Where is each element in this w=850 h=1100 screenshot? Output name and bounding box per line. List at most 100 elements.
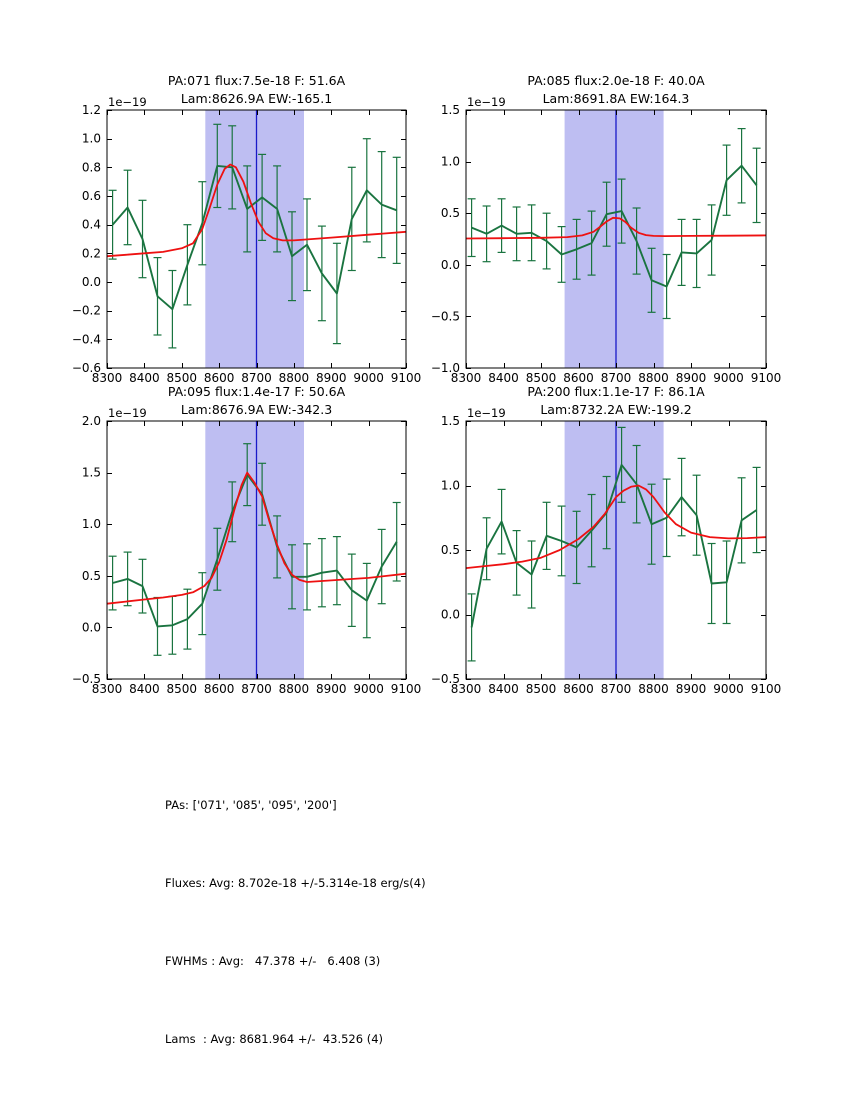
subplot-4-title-line2: Lam:8732.2A EW:-199.2	[540, 402, 692, 417]
x-tick-label: 8500	[167, 682, 198, 696]
x-tick-label: 9100	[751, 371, 782, 385]
x-tick-label: 8900	[676, 371, 707, 385]
x-tick-label: 8700	[241, 682, 272, 696]
subplot-3-title: PA:095 flux:1.4e-17 F: 50.6A Lam:8676.9A…	[107, 383, 406, 419]
x-tick-label: 8400	[488, 371, 519, 385]
x-tick-label: 8400	[129, 682, 160, 696]
y-tick-label: 1.0	[82, 517, 101, 531]
y-tick-label: −0.5	[72, 672, 101, 686]
x-tick-label: 8300	[92, 682, 123, 696]
fit-curve	[106, 471, 407, 605]
subplot-4-offset-label: 1e−19	[467, 406, 506, 420]
y-tick-label: 2.0	[82, 414, 101, 428]
y-tick-label: 0.0	[441, 608, 460, 622]
y-tick-labels: −1.0 −0.5 0.0 0.5 1.0 1.5	[431, 103, 460, 375]
spectrum-line	[111, 164, 398, 311]
y-tick-label: 0.4	[82, 218, 101, 232]
y-tick-label: 0.2	[82, 246, 101, 260]
subplot-1-title-line2: Lam:8626.9A EW:-165.1	[180, 91, 333, 106]
x-tick-labels: 8300 8400 8500 8600 8700 8800 8900 9000 9100	[451, 682, 782, 696]
x-tick-label: 8500	[167, 371, 198, 385]
highlight-band	[205, 421, 304, 679]
y-tick-label: 0.0	[82, 275, 101, 289]
x-tick-label: 8600	[204, 371, 235, 385]
x-tick-label: 8800	[279, 682, 310, 696]
x-tick-label: 8600	[563, 682, 594, 696]
subplot-4-title-line1: PA:200 flux:1.1e-17 F: 86.1A	[527, 384, 705, 399]
y-tick-labels: −0.6 −0.4 −0.2 0.0 0.2 0.4 0.6 0.8 1.0 1.2	[72, 103, 101, 375]
x-tick-label: 8400	[129, 371, 160, 385]
x-tick-label: 8700	[601, 371, 632, 385]
x-tick-label: 8300	[451, 371, 482, 385]
highlight-band	[564, 110, 664, 368]
highlight-band	[564, 421, 664, 679]
y-tick-label: 0.5	[82, 569, 101, 583]
x-tick-label: 8900	[316, 371, 347, 385]
subplot-1-title-line1: PA:071 flux:7.5e-18 F: 51.6A	[167, 73, 346, 88]
y-tick-label: 0.8	[82, 160, 101, 174]
x-tick-label: 9000	[353, 371, 384, 385]
summary-line-lams: Lams : Avg: 8681.964 +/- 43.526 (4)	[165, 1032, 384, 1046]
subplot-2-axes: 8300 8400 8500 8600 8700 8800 8900 9000 9100 −1.0…	[431, 103, 781, 385]
x-tick-label: 8800	[638, 371, 669, 385]
x-tick-label: 8600	[563, 371, 594, 385]
y-tick-label: 0.0	[82, 620, 101, 634]
axes-frame	[106, 420, 407, 680]
axis-ticks	[466, 421, 767, 680]
fit-curve	[465, 484, 767, 569]
y-tick-label: 1.5	[441, 414, 460, 428]
x-tick-label: 8900	[676, 682, 707, 696]
fit-summary: PAs: ['071', '085', '095', '200'] Fluxes…	[165, 740, 426, 1100]
summary-line-fwhms: FWHMs : Avg: 47.378 +/- 6.408 (3)	[165, 954, 381, 968]
subplot-3-title-line1: PA:095 flux:1.4e-17 F: 50.6A	[167, 384, 346, 399]
highlight-band	[205, 110, 304, 368]
x-tick-label: 9100	[391, 682, 422, 696]
spectrum-line	[470, 463, 758, 628]
x-tick-label: 8300	[451, 682, 482, 696]
x-tick-label: 9100	[391, 371, 422, 385]
y-tick-label: 0.6	[82, 189, 101, 203]
subplot-2-title-line2: Lam:8691.8A EW:164.3	[542, 91, 690, 106]
fit-curve	[106, 163, 407, 258]
x-tick-labels: 8300 8400 8500 8600 8700 8800 8900 9000 9100	[451, 371, 782, 385]
axis-ticks	[107, 421, 407, 680]
y-tick-labels: −0.5 0.0 0.5 1.0 1.5	[431, 414, 460, 686]
y-tick-label: 1.5	[441, 103, 460, 117]
axes-frame	[106, 109, 407, 369]
subplot-2-title-line1: PA:085 flux:2.0e-18 F: 40.0A	[527, 73, 705, 88]
y-tick-label: 0.5	[441, 206, 460, 220]
subplot-1-axes: 8300 8400 8500 8600 8700 8800 8900 9000 9100 −0.6…	[72, 103, 421, 385]
y-tick-label: 1.5	[82, 466, 101, 480]
x-tick-label: 9000	[353, 682, 384, 696]
fit-curve	[465, 216, 767, 240]
x-tick-labels: 8300 8400 8500 8600 8700 8800 8900 9000 9100	[92, 682, 422, 696]
subplot-1-title: PA:071 flux:7.5e-18 F: 51.6A Lam:8626.9A…	[107, 72, 406, 108]
summary-line-fluxes: Fluxes: Avg: 8.702e-18 +/-5.314e-18 erg/…	[165, 876, 426, 890]
y-tick-labels: −0.5 0.0 0.5 1.0 1.5 2.0	[72, 414, 101, 686]
x-tick-label: 8900	[316, 682, 347, 696]
x-tick-label: 8300	[92, 371, 123, 385]
subplot-1-offset-label: 1e−19	[108, 95, 147, 109]
x-tick-label: 8600	[204, 682, 235, 696]
y-tick-label: 1.0	[441, 155, 460, 169]
x-tick-label: 9000	[713, 682, 744, 696]
y-tick-label: −0.2	[72, 304, 101, 318]
y-tick-label: −0.5	[431, 309, 460, 323]
x-tick-label: 8700	[241, 371, 272, 385]
x-tick-label: 8800	[279, 371, 310, 385]
subplot-3-offset-label: 1e−19	[108, 406, 147, 420]
subplot-4-title: PA:200 flux:1.1e-17 F: 86.1A Lam:8732.2A…	[466, 383, 766, 419]
y-tick-label: −1.0	[431, 361, 460, 375]
y-tick-label: 1.2	[82, 103, 101, 117]
subplot-4-axes: 8300 8400 8500 8600 8700 8800 8900 9000 9100 −0.5…	[431, 414, 781, 696]
subplot-2-offset-label: 1e−19	[467, 95, 506, 109]
x-tick-label: 8500	[526, 682, 557, 696]
axis-ticks	[107, 110, 407, 369]
subplot-2-title: PA:085 flux:2.0e-18 F: 40.0A Lam:8691.8A…	[466, 72, 766, 108]
x-tick-label: 8500	[526, 371, 557, 385]
y-tick-label: 1.0	[82, 132, 101, 146]
subplot-3-axes: 8300 8400 8500 8600 8700 8800 8900 9000 9100 −0.5…	[72, 414, 421, 696]
x-tick-label: 9000	[713, 371, 744, 385]
